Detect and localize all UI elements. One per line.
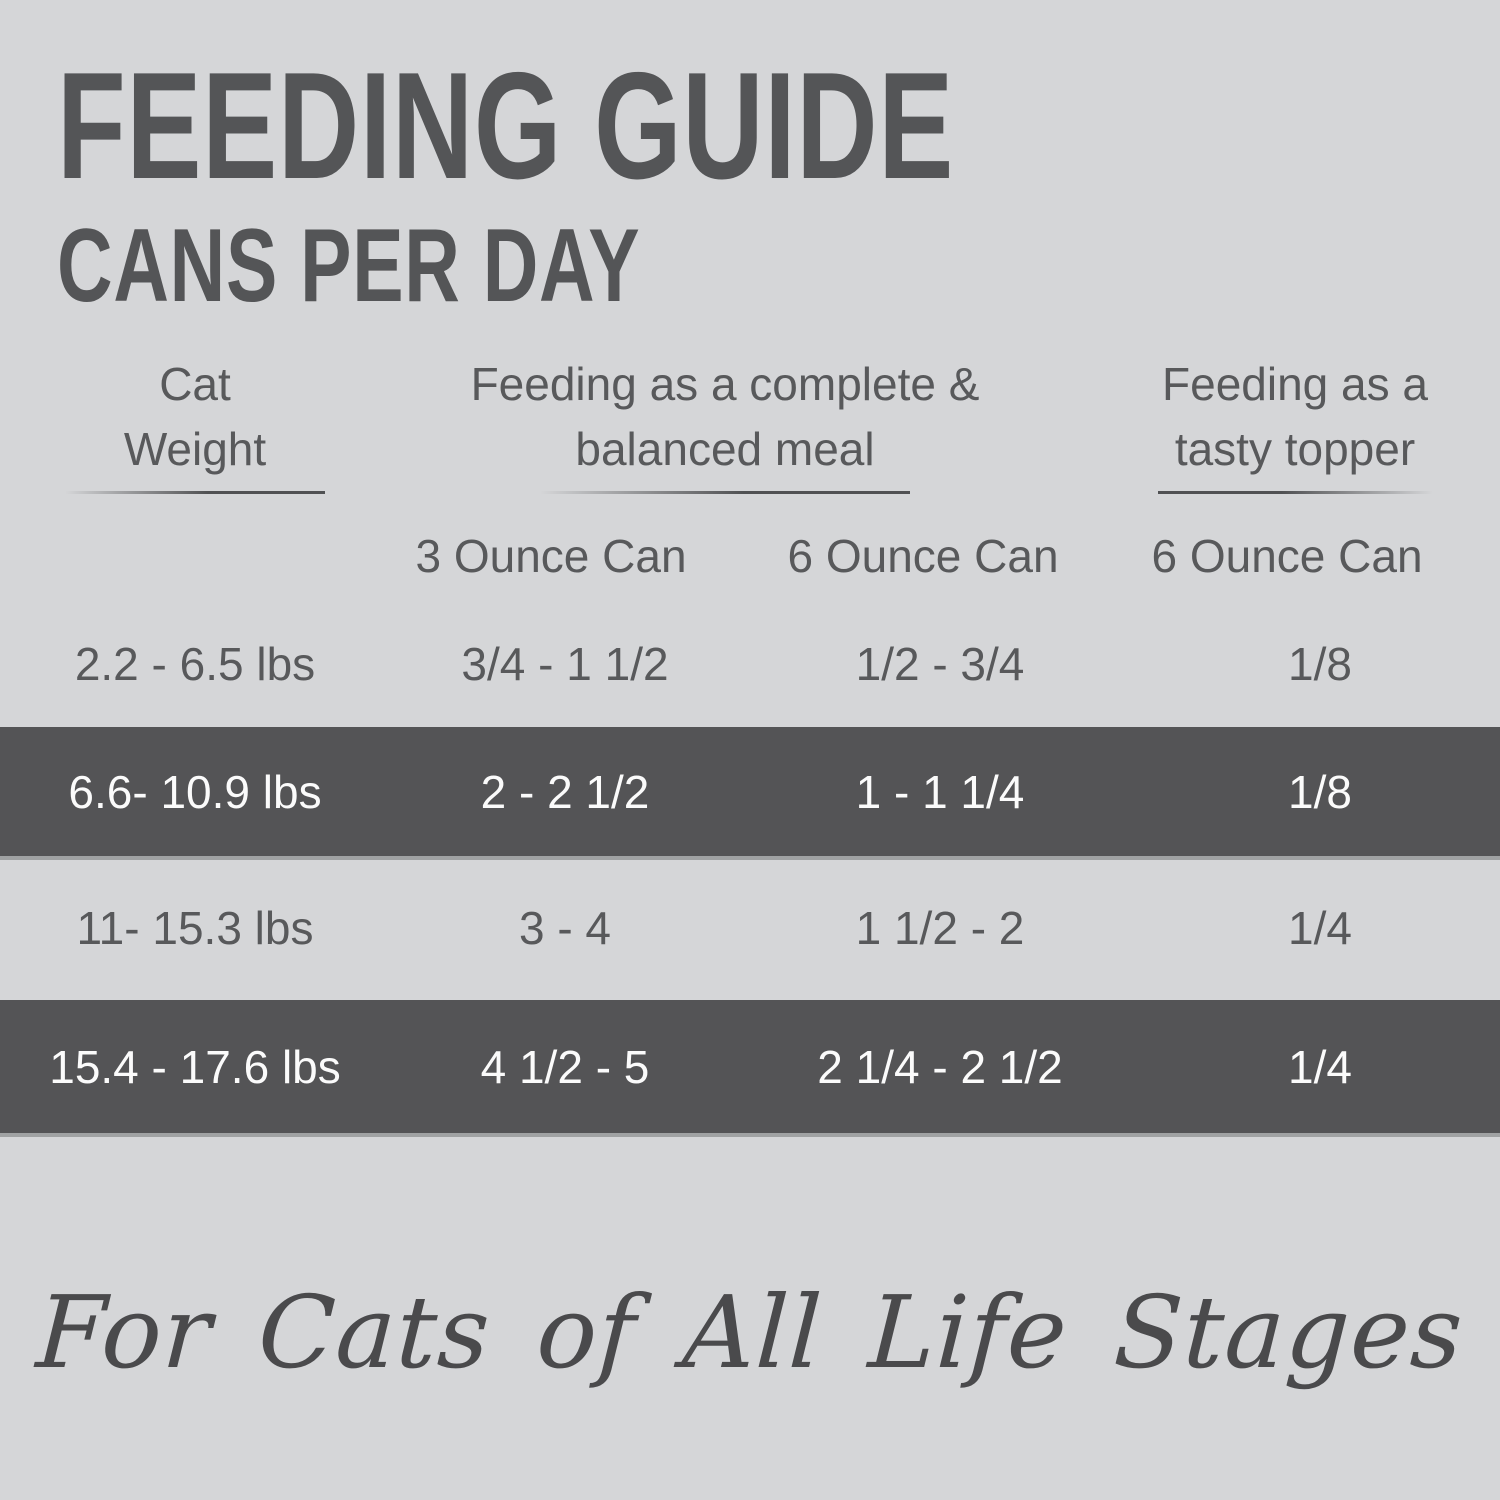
col-group-cat-weight: Cat Weight: [0, 352, 390, 494]
cat-weight-value: 11- 15.3 lbs: [76, 902, 314, 954]
col-group-complete-meal: Feeding as a complete & balanced meal: [390, 352, 1060, 494]
cat-weight-value: 15.4 - 17.6 lbs: [49, 1040, 341, 1093]
page-title: FEEDING GUIDE: [57, 41, 955, 211]
header-underline: [65, 491, 325, 494]
col-group-label-line: Feeding as a: [1162, 358, 1428, 410]
col-group-label-line: Feeding as a complete &: [470, 358, 980, 410]
table-row-highlighted: 6.6- 10.9 lbs 2 - 2 1/2 1 - 1 1/4 1/8: [0, 727, 1500, 856]
col-group-label-line: Cat: [159, 358, 231, 410]
table-row: 2.2 - 6.5 lbs 3/4 - 1 1/2 1/2 - 3/4 1/8: [0, 600, 1500, 727]
topper-6oz-value: 1/4: [1288, 902, 1352, 954]
can-size-header-row: 3 Ounce Can 6 Ounce Can 6 Ounce Can: [0, 528, 1500, 583]
complete-3oz-value: 3/4 - 1 1/2: [461, 637, 669, 690]
col-header-topper-6oz-can: 6 Ounce Can: [1151, 529, 1423, 582]
cat-weight-value: 6.6- 10.9 lbs: [68, 765, 322, 818]
cat-weight-value: 2.2 - 6.5 lbs: [74, 637, 316, 690]
table-row-highlighted: 15.4 - 17.6 lbs 4 1/2 - 5 2 1/4 - 2 1/2 …: [0, 1000, 1500, 1133]
col-header-6oz-can: 6 Ounce Can: [787, 529, 1059, 582]
col-group-label-line: balanced meal: [575, 423, 875, 475]
topper-6oz-value: 1/4: [1288, 1040, 1352, 1093]
col-group-label-line: tasty topper: [1174, 423, 1416, 475]
complete-6oz-value: 1 1/2 - 2: [855, 902, 1025, 954]
header-underline: [540, 491, 910, 494]
col-group-label-line: Weight: [123, 423, 267, 475]
col-header-3oz-can: 3 Ounce Can: [415, 529, 687, 582]
header-underline: [1157, 491, 1433, 494]
tagline: For Cats of All Life Stages: [33, 1274, 1467, 1391]
page-subtitle: CANS PER DAY: [57, 208, 641, 324]
complete-3oz-value: 3 - 4: [518, 902, 612, 954]
complete-6oz-value: 1/2 - 3/4: [855, 637, 1025, 690]
complete-3oz-value: 2 - 2 1/2: [480, 765, 650, 818]
complete-6oz-value: 1 - 1 1/4: [855, 765, 1025, 818]
col-group-tasty-topper: Feeding as a tasty topper: [1090, 352, 1500, 494]
table-row: 11- 15.3 lbs 3 - 4 1 1/2 - 2 1/4: [0, 856, 1500, 1000]
topper-6oz-value: 1/8: [1288, 765, 1352, 818]
topper-6oz-value: 1/8: [1288, 637, 1352, 690]
complete-3oz-value: 4 1/2 - 5: [480, 1040, 650, 1093]
complete-6oz-value: 2 1/4 - 2 1/2: [817, 1040, 1063, 1093]
